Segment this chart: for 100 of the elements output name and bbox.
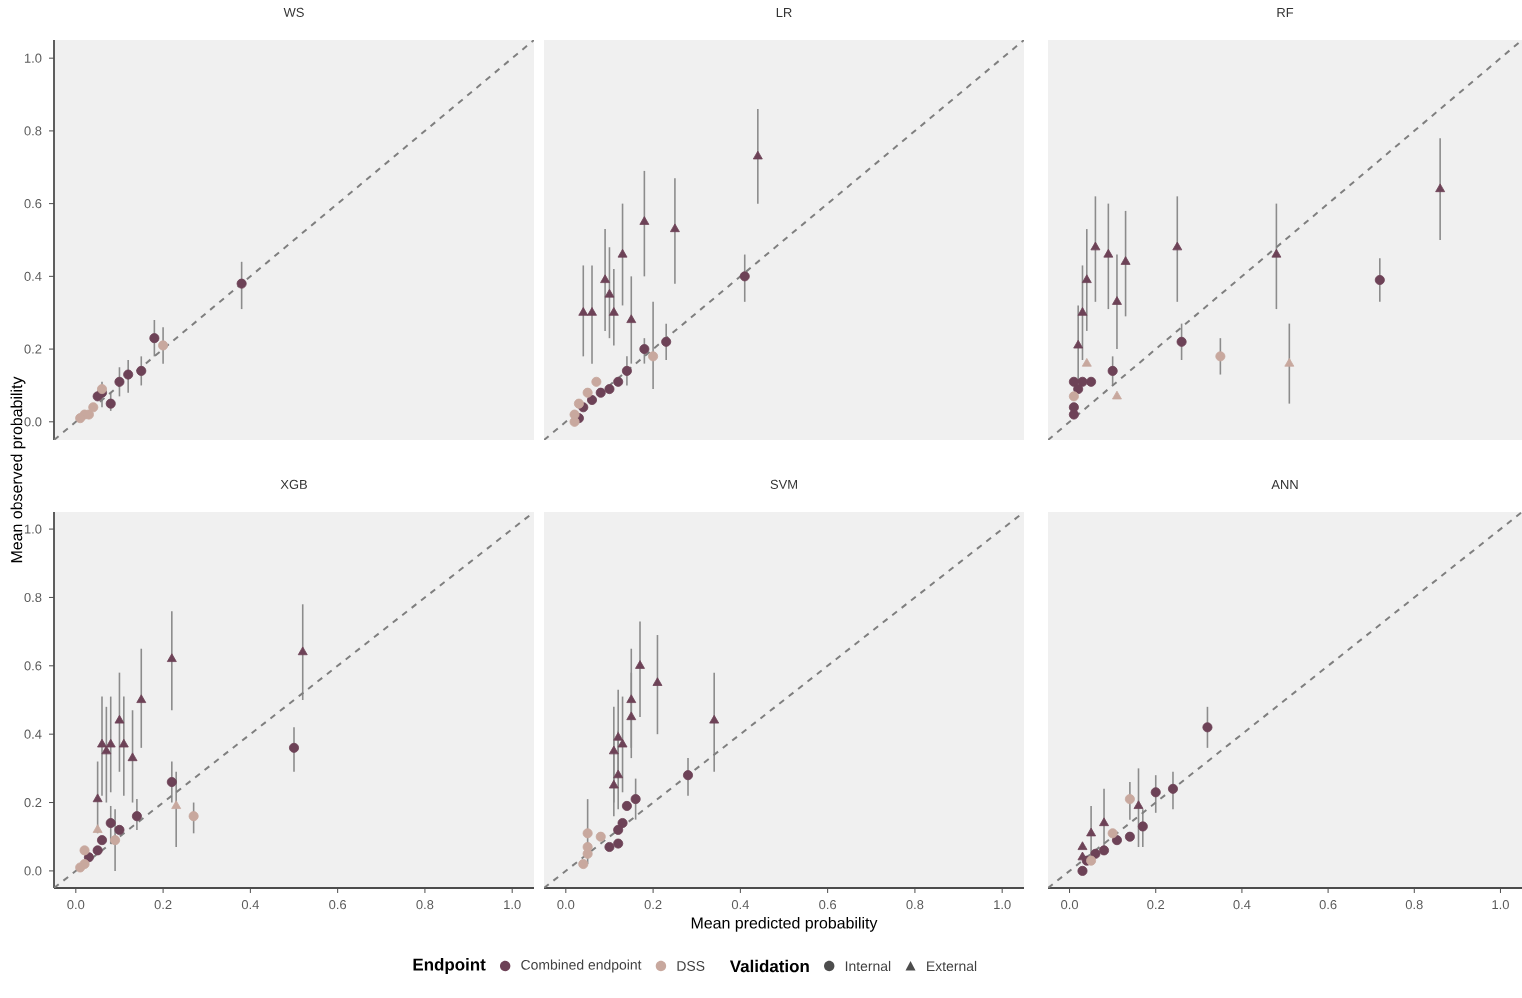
point bbox=[613, 769, 624, 779]
point bbox=[582, 387, 593, 398]
point bbox=[683, 770, 694, 781]
point bbox=[661, 336, 672, 347]
point bbox=[648, 351, 659, 362]
point bbox=[739, 271, 750, 282]
point bbox=[604, 288, 615, 298]
point bbox=[1124, 831, 1135, 842]
point bbox=[613, 824, 624, 835]
point bbox=[608, 745, 619, 755]
point bbox=[626, 314, 637, 323]
point bbox=[1086, 855, 1097, 866]
point bbox=[123, 369, 134, 380]
point bbox=[105, 398, 116, 409]
point bbox=[582, 828, 593, 839]
point bbox=[92, 824, 103, 833]
point bbox=[1068, 376, 1079, 387]
point bbox=[1215, 351, 1226, 362]
point bbox=[613, 376, 624, 387]
point bbox=[752, 150, 763, 160]
point bbox=[92, 845, 103, 856]
point bbox=[1112, 390, 1122, 400]
point bbox=[1073, 384, 1084, 395]
point bbox=[613, 838, 624, 849]
point bbox=[1107, 828, 1118, 839]
point bbox=[617, 248, 628, 258]
point bbox=[1081, 274, 1092, 283]
point bbox=[1435, 183, 1446, 193]
point bbox=[587, 394, 598, 405]
point bbox=[114, 714, 125, 724]
text: Endpoint bbox=[413, 958, 486, 974]
point bbox=[105, 818, 116, 829]
point bbox=[621, 365, 632, 376]
point bbox=[166, 777, 177, 788]
point bbox=[136, 365, 147, 376]
point bbox=[1077, 841, 1088, 850]
point bbox=[1068, 391, 1079, 402]
point bbox=[166, 653, 177, 662]
point bbox=[114, 376, 125, 387]
point bbox=[88, 402, 99, 413]
point bbox=[79, 845, 90, 856]
point bbox=[635, 660, 645, 669]
point bbox=[1374, 274, 1385, 285]
point bbox=[626, 694, 637, 703]
point bbox=[578, 307, 589, 316]
point bbox=[1099, 845, 1110, 856]
point bbox=[1073, 339, 1084, 349]
point bbox=[1099, 817, 1109, 827]
point bbox=[1202, 722, 1213, 733]
point bbox=[1137, 821, 1148, 832]
point bbox=[1077, 307, 1088, 316]
point bbox=[608, 307, 619, 316]
point bbox=[1124, 794, 1135, 805]
point bbox=[1150, 787, 1161, 798]
point bbox=[630, 794, 641, 805]
point bbox=[136, 694, 147, 703]
point bbox=[613, 732, 624, 741]
point bbox=[670, 223, 680, 233]
point bbox=[582, 841, 593, 852]
point bbox=[1103, 248, 1114, 258]
point bbox=[1107, 365, 1118, 376]
point bbox=[158, 340, 169, 351]
point bbox=[626, 711, 637, 721]
point bbox=[188, 811, 199, 822]
point bbox=[1120, 256, 1131, 265]
point bbox=[110, 835, 121, 846]
point bbox=[1167, 783, 1178, 794]
point bbox=[617, 818, 628, 829]
point bbox=[639, 344, 650, 355]
point bbox=[1077, 865, 1088, 876]
point bbox=[92, 391, 103, 402]
point bbox=[1133, 800, 1144, 809]
point bbox=[591, 376, 602, 387]
point bbox=[1284, 358, 1295, 367]
point bbox=[617, 738, 628, 748]
point bbox=[1271, 248, 1282, 258]
point bbox=[652, 677, 663, 686]
point bbox=[97, 738, 107, 748]
point bbox=[604, 841, 615, 852]
point bbox=[587, 307, 597, 316]
point bbox=[578, 859, 589, 870]
point bbox=[289, 742, 299, 753]
point bbox=[1090, 241, 1101, 251]
point bbox=[1112, 296, 1122, 305]
point bbox=[1172, 241, 1183, 251]
point bbox=[573, 398, 584, 409]
point bbox=[118, 738, 129, 748]
point bbox=[105, 738, 116, 748]
point bbox=[1086, 827, 1097, 837]
text: Validation bbox=[729, 959, 809, 973]
point bbox=[297, 646, 308, 656]
point bbox=[127, 752, 138, 762]
point bbox=[1176, 336, 1187, 347]
point bbox=[604, 384, 615, 395]
point bbox=[600, 274, 610, 283]
point bbox=[595, 831, 606, 842]
point bbox=[149, 333, 160, 344]
point bbox=[608, 779, 619, 789]
point bbox=[171, 800, 182, 809]
point bbox=[97, 835, 107, 846]
